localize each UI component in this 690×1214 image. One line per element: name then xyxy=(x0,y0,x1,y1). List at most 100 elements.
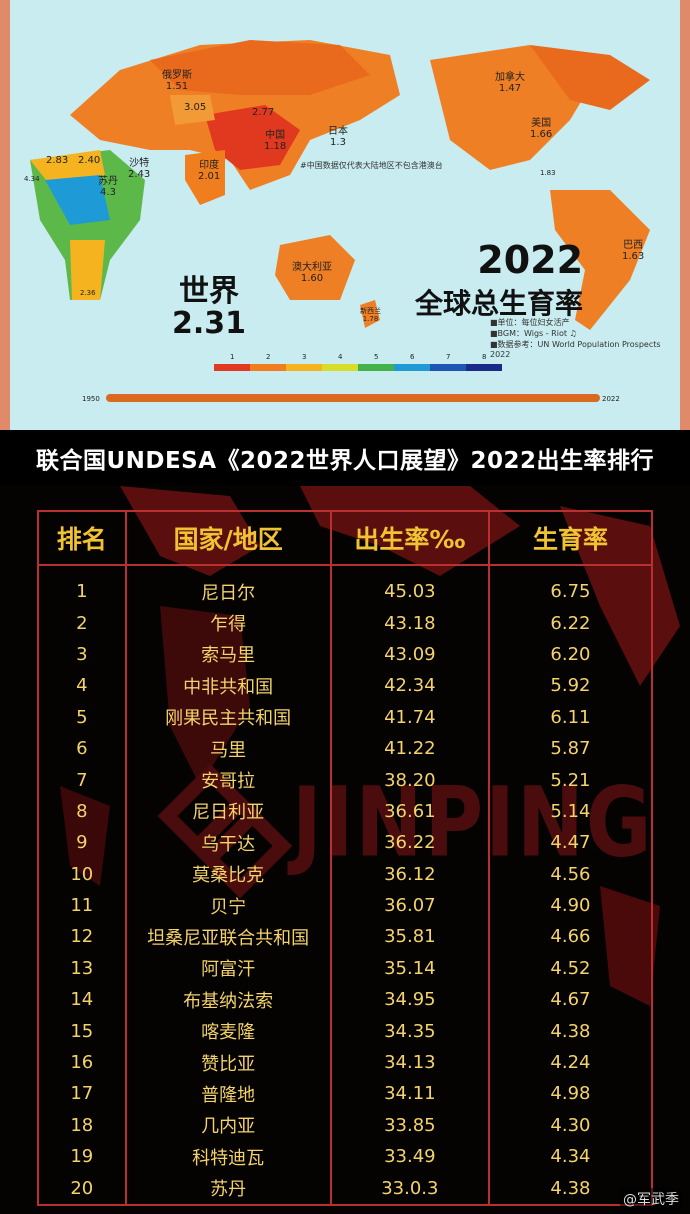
cell-rank: 1 xyxy=(37,565,127,608)
cell-birth-rate: 34.35 xyxy=(329,1015,490,1047)
cell-birth-rate: 34.11 xyxy=(329,1078,490,1110)
header-rank: 排名 xyxy=(37,510,127,566)
map-label-mexico: 1.83 xyxy=(540,169,556,177)
legend-segment: 2 xyxy=(250,353,286,371)
cell-rank: 15 xyxy=(37,1015,127,1047)
cell-country: 马里 xyxy=(124,732,332,765)
cell-birth-rate: 38.20 xyxy=(329,764,490,796)
header-fertility-rate: 生育率 xyxy=(487,510,654,566)
cell-rank: 5 xyxy=(37,701,127,733)
table-row: 1 尼日尔 45.03 6.75 xyxy=(37,565,654,608)
cell-birth-rate: 41.74 xyxy=(329,701,490,733)
source-line: ■数据参考：UN World Population Prospects 2022 xyxy=(490,339,661,360)
weibo-watermark: @军武季 xyxy=(620,1188,682,1210)
cell-country: 安哥拉 xyxy=(124,764,332,796)
map-label-kazakhstan: 3.05 xyxy=(184,102,207,113)
cell-fertility-rate: 5.92 xyxy=(487,670,654,702)
cell-rank: 13 xyxy=(37,952,127,985)
cell-rank: 8 xyxy=(37,795,127,828)
cell-birth-rate: 36.07 xyxy=(329,889,490,922)
cell-rank: 19 xyxy=(37,1141,127,1173)
table-header-row: 排名 国家/地区 出生率‰ 生育率 xyxy=(37,510,654,566)
cell-country: 尼日利亚 xyxy=(124,795,332,828)
cell-birth-rate: 36.12 xyxy=(329,858,490,890)
bgm-line: ■BGM：Wigs - Riot ♫ xyxy=(490,328,577,338)
cell-fertility-rate: 6.22 xyxy=(487,607,654,639)
legend-label: 5 xyxy=(374,353,379,361)
cell-country: 中非共和国 xyxy=(124,670,332,702)
legend-segment: 8 xyxy=(466,353,502,371)
cell-country: 乍得 xyxy=(124,607,332,639)
cell-fertility-rate: 4.30 xyxy=(487,1109,654,1142)
cell-country: 莫桑比克 xyxy=(124,858,332,890)
cell-rank: 10 xyxy=(37,858,127,890)
world-label-text: 世界 xyxy=(179,274,240,309)
map-label-brazil: 巴西 1.63 xyxy=(622,240,645,262)
legend-label: 7 xyxy=(446,353,451,361)
cell-rank: 12 xyxy=(37,921,127,953)
cell-birth-rate: 35.81 xyxy=(329,921,490,953)
cell-rank: 9 xyxy=(37,827,127,859)
cell-fertility-rate: 5.87 xyxy=(487,732,654,765)
table-body: 1 尼日尔 45.03 6.75 2 乍得 43.18 6.22 3 索马里 43.09 6.20 4 中… xyxy=(37,565,654,1206)
table-row: 15 喀麦隆 34.35 4.38 xyxy=(37,1015,654,1047)
fertility-ranking-table: 排名 国家/地区 出生率‰ 生育率 1 尼日尔 45.03 6.75 2 乍得 43.18 6… xyxy=(37,510,654,1206)
cell-country: 普隆地 xyxy=(124,1078,332,1110)
legend-segment: 7 xyxy=(430,353,466,371)
cell-rank: 14 xyxy=(37,984,127,1016)
unit-line: ■单位：每位妇女活产 xyxy=(490,318,570,327)
map-label-india: 印度 2.01 xyxy=(198,160,221,182)
table-row: 8 尼日利亚 36.61 5.14 xyxy=(37,795,654,828)
legend-segment: 4 xyxy=(322,353,358,371)
cell-fertility-rate: 4.90 xyxy=(487,889,654,922)
world-fertility-map: 俄罗斯 1.51 加拿大 1.47 美国 1.66 中国 1.18 日本 1.3 印度 2.… xyxy=(0,0,690,430)
cell-birth-rate: 45.03 xyxy=(329,565,490,608)
map-label-japan: 日本 1.3 xyxy=(328,126,348,148)
cell-fertility-rate: 4.98 xyxy=(487,1078,654,1110)
header-country: 国家/地区 xyxy=(124,510,332,566)
table-row: 18 几内亚 33.85 4.30 xyxy=(37,1109,654,1142)
timeline-start: 1950 xyxy=(82,395,100,403)
cell-rank: 17 xyxy=(37,1078,127,1110)
cell-country: 几内亚 xyxy=(124,1109,332,1142)
cell-birth-rate: 33.85 xyxy=(329,1109,490,1142)
legend-segment: 1 xyxy=(214,353,250,371)
table-row: 19 科特迪瓦 33.49 4.34 xyxy=(37,1141,654,1173)
cell-fertility-rate: 4.66 xyxy=(487,921,654,953)
cell-fertility-rate: 4.24 xyxy=(487,1046,654,1079)
map-label-russia: 俄罗斯 1.51 xyxy=(162,70,192,92)
map-year: 2022 xyxy=(477,238,584,282)
cell-rank: 18 xyxy=(37,1109,127,1142)
cell-rank: 16 xyxy=(37,1046,127,1079)
table-row: 9 乌干达 36.22 4.47 xyxy=(37,827,654,859)
cell-country: 赞比亚 xyxy=(124,1046,332,1079)
map-subtitle: 全球总生育率 xyxy=(415,287,584,320)
cell-fertility-rate: 4.52 xyxy=(487,952,654,985)
table-row: 4 中非共和国 42.34 5.92 xyxy=(37,670,654,702)
cell-birth-rate: 34.95 xyxy=(329,984,490,1016)
map-label-sudan: 苏丹 4.3 xyxy=(98,176,118,198)
cell-birth-rate: 34.13 xyxy=(329,1046,490,1079)
table-row: 20 苏丹 33.0.3 4.38 xyxy=(37,1172,654,1206)
cell-country: 阿富汗 xyxy=(124,952,332,985)
cell-rank: 11 xyxy=(37,889,127,922)
legend-label: 3 xyxy=(302,353,307,361)
cell-country: 苏丹 xyxy=(124,1172,332,1206)
cell-rank: 3 xyxy=(37,638,127,671)
legend-label: 1 xyxy=(230,353,235,361)
cell-fertility-rate: 4.67 xyxy=(487,984,654,1016)
table-row: 3 索马里 43.09 6.20 xyxy=(37,638,654,671)
map-label-south-africa: 2.36 xyxy=(80,289,96,297)
table-row: 6 马里 41.22 5.87 xyxy=(37,732,654,765)
cell-country: 贝宁 xyxy=(124,889,332,922)
cell-birth-rate: 36.22 xyxy=(329,827,490,859)
map-label-china: 中国 1.18 xyxy=(264,130,287,152)
cell-country: 科特迪瓦 xyxy=(124,1141,332,1173)
table-row: 12 坦桑尼亚联合共和国 35.81 4.66 xyxy=(37,921,654,953)
map-label-usa: 美国 1.66 xyxy=(530,118,553,140)
cell-fertility-rate: 4.34 xyxy=(487,1141,654,1173)
cell-fertility-rate: 6.11 xyxy=(487,701,654,733)
cell-rank: 4 xyxy=(37,670,127,702)
cell-country: 索马里 xyxy=(124,638,332,671)
table-row: 16 赞比亚 34.13 4.24 xyxy=(37,1046,654,1079)
